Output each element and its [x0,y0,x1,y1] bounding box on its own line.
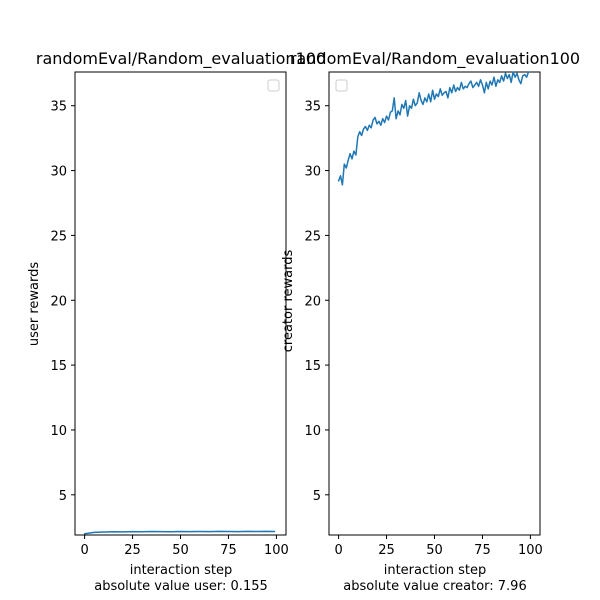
legend-box [335,79,348,92]
y-tick-label: 10 [304,424,321,439]
series-line [337,71,530,186]
y-tick-label: 35 [304,100,321,115]
x-axis-label: interaction step [384,563,487,578]
y-tick-label: 15 [304,359,321,374]
user-rewards-panel: randomEval/Random_evaluation100 0 25 50 75 1… [27,49,326,594]
y-tick-label: 25 [50,229,67,244]
x-tick-label: 75 [220,543,237,558]
y-tick-label: 30 [50,165,67,180]
series-line [83,530,276,535]
legend-box [267,79,280,92]
x-tick-label: 50 [426,543,443,558]
x-axis-label: interaction step [130,563,233,578]
y-tick-label: 5 [313,489,321,504]
x-tick-label: 0 [334,543,342,558]
x-axis-ticks: 0 25 50 75 100 [334,535,543,558]
x-tick-label: 25 [124,543,141,558]
y-axis-ticks: 5 10 15 20 25 30 35 [304,100,329,504]
series-layer [337,71,530,186]
y-tick-label: 10 [50,424,67,439]
y-tick-label: 35 [50,100,67,115]
y-tick-label: 20 [304,294,321,309]
x-tick-label: 75 [474,543,491,558]
chart-title: randomEval/Random_evaluation100 [36,49,326,69]
absolute-value-note: absolute value user: 0.155 [94,579,268,594]
creator-rewards-panel: randomEval/Random_evaluation100 0 25 50 75 1… [281,49,580,594]
y-axis-label: user rewards [27,262,42,347]
y-axis-ticks: 5 10 15 20 25 30 35 [50,100,75,504]
chart-title: randomEval/Random_evaluation100 [290,49,580,69]
y-tick-label: 15 [50,359,67,374]
y-axis-label: creator rewards [281,250,296,353]
x-axis-ticks: 0 25 50 75 100 [80,535,289,558]
y-tick-label: 20 [50,294,67,309]
x-tick-label: 100 [264,543,289,558]
series-layer [83,530,276,535]
y-tick-label: 30 [304,165,321,180]
x-tick-label: 0 [80,543,88,558]
x-tick-label: 100 [518,543,543,558]
x-tick-label: 25 [378,543,395,558]
y-tick-label: 25 [304,229,321,244]
x-tick-label: 50 [172,543,189,558]
y-tick-label: 5 [59,489,67,504]
absolute-value-note: absolute value creator: 7.96 [343,579,526,594]
